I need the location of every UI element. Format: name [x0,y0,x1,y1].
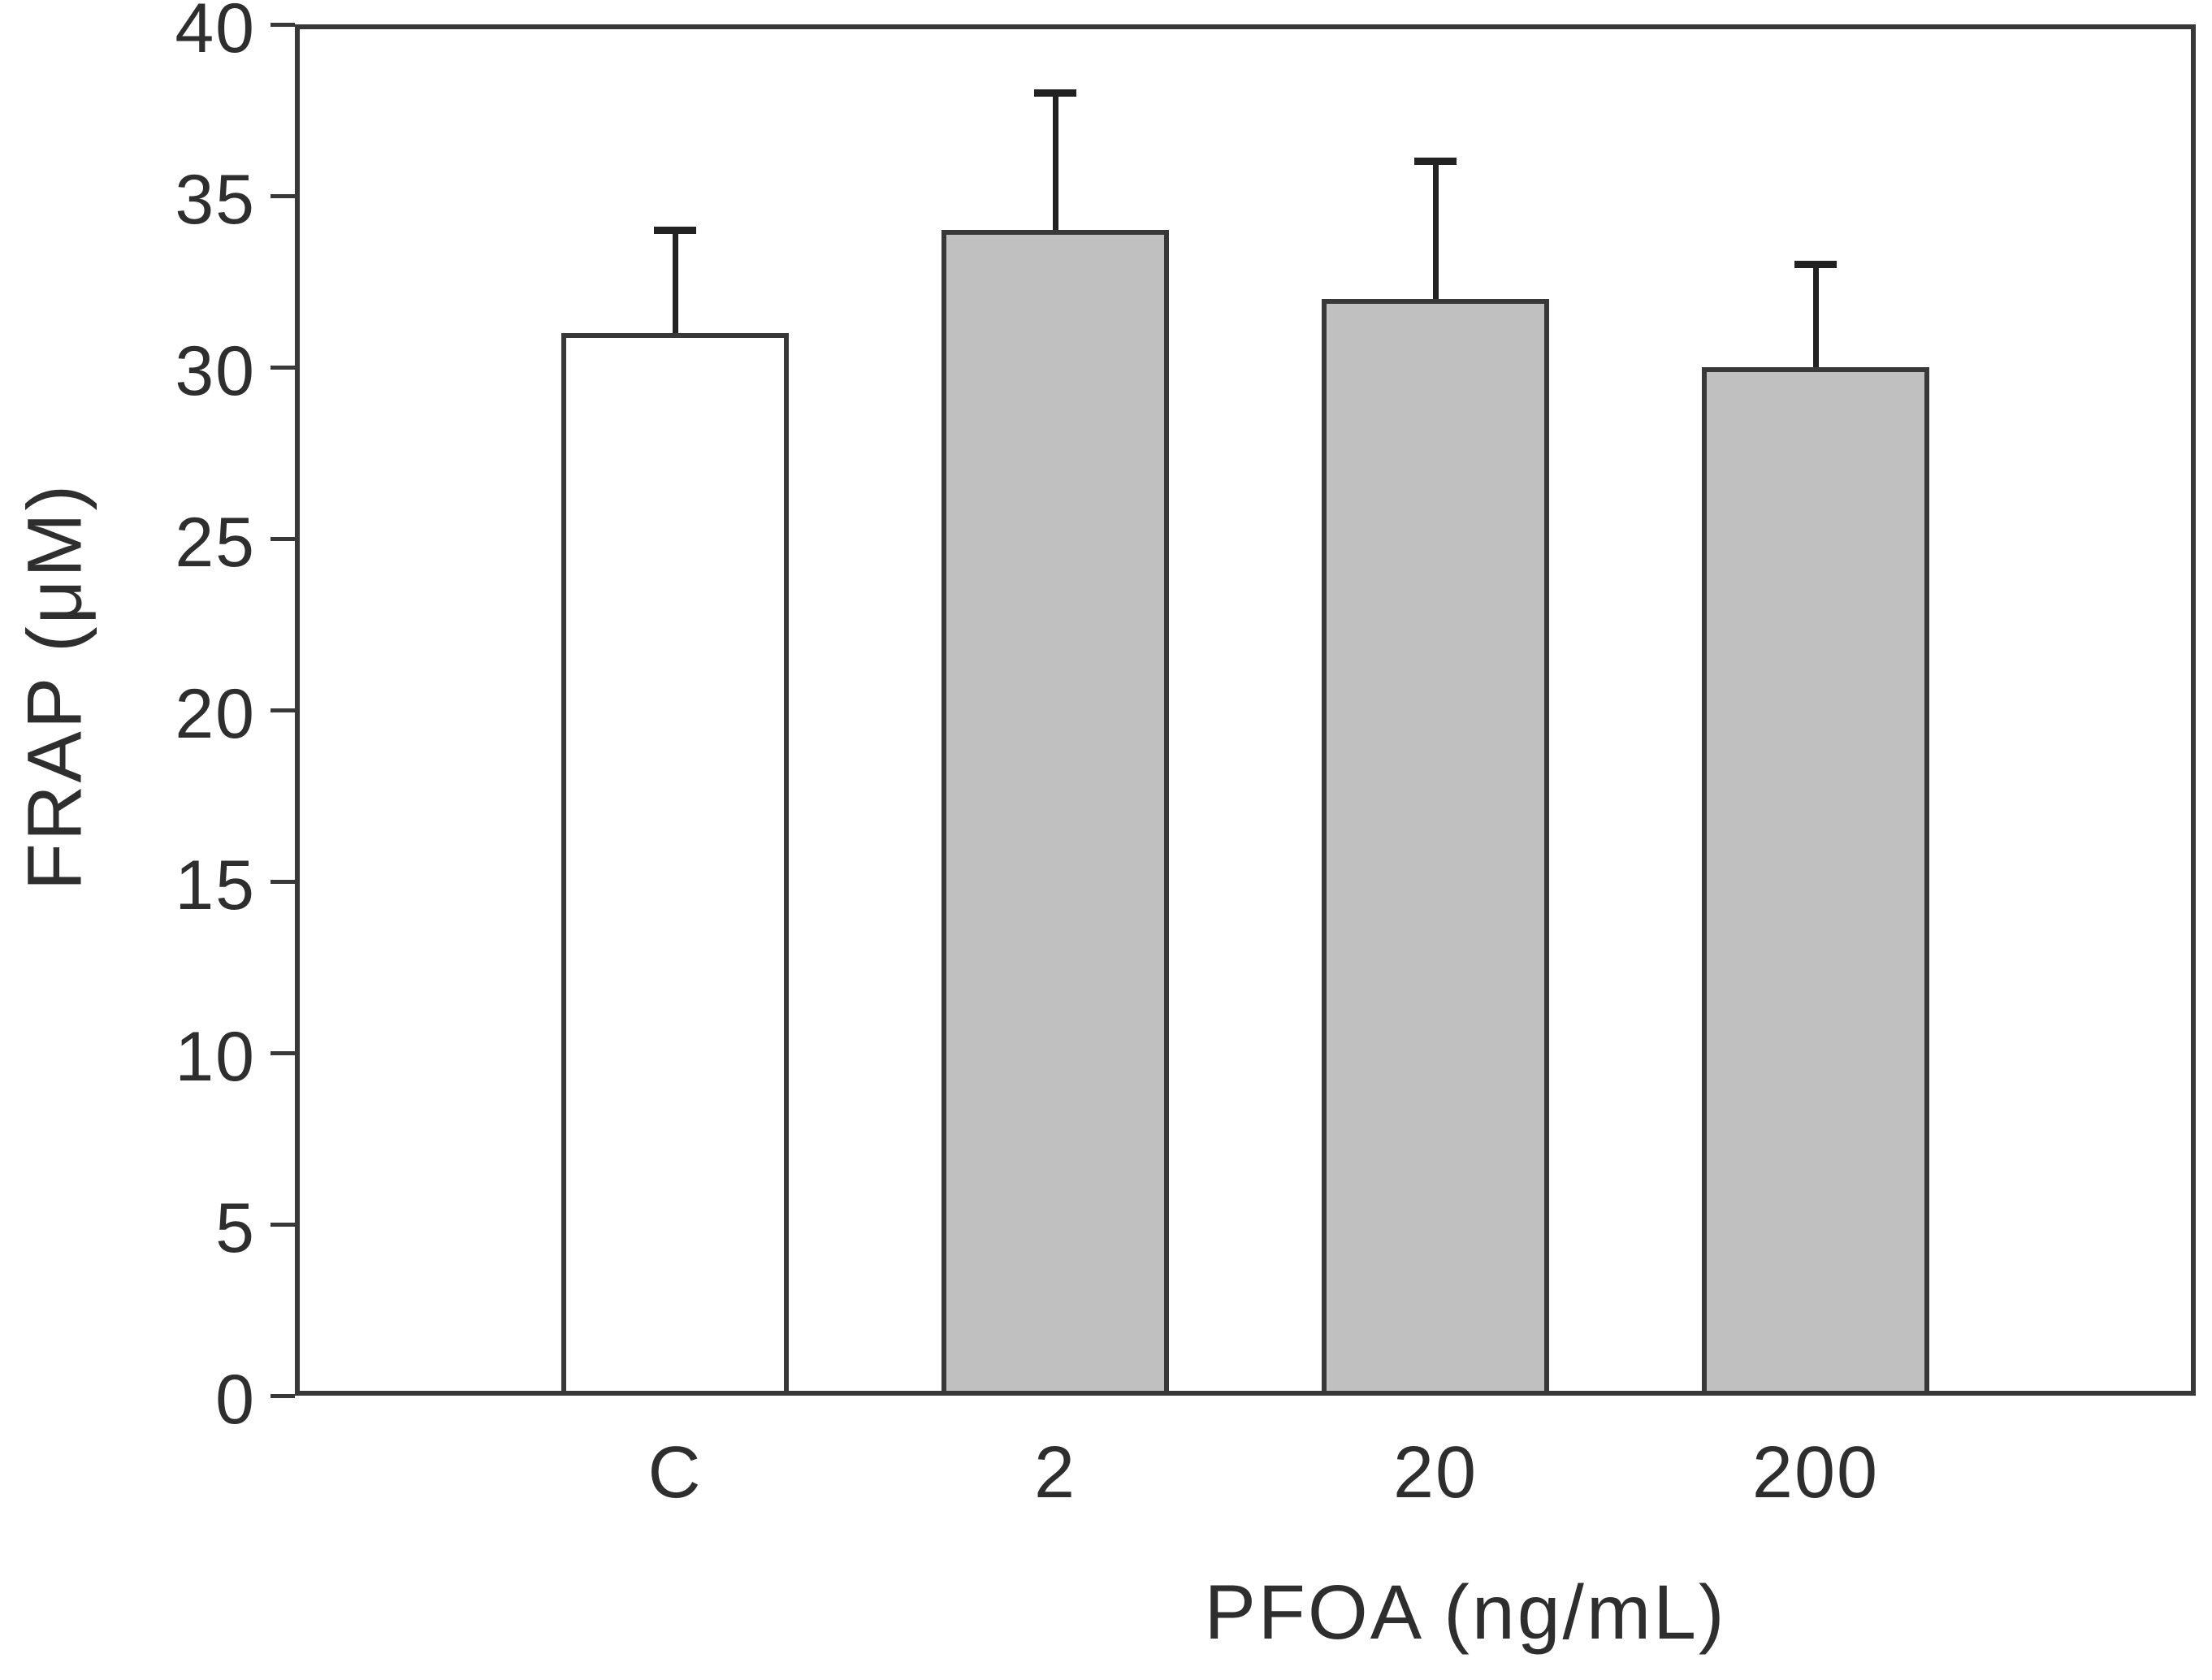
bar-20 [1322,298,1549,1396]
x-tick-label-200: 200 [1751,1432,1880,1513]
y-tick-5 [271,1222,295,1227]
y-tick-30 [271,365,295,370]
y-tick-label-20: 20 [175,675,256,754]
error-bar-cap-200 [1794,260,1837,268]
y-tick-label-30: 30 [175,332,256,411]
y-tick-20 [271,708,295,712]
x-tick-label-2: 2 [1033,1432,1077,1513]
y-tick-label-0: 0 [215,1361,256,1440]
bar-2 [942,230,1169,1396]
error-bar-cap-2 [1034,89,1076,97]
y-tick-label-40: 40 [175,0,256,68]
y-tick-label-5: 5 [215,1189,256,1268]
y-tick-10 [271,1050,295,1055]
y-tick-35 [271,193,295,198]
y-tick-15 [271,879,295,884]
y-tick-40 [271,22,295,27]
error-bar-line-2 [1052,93,1058,231]
x-tick-label-C: C [647,1432,703,1513]
y-tick-label-25: 25 [175,504,256,582]
error-bar-cap-C [654,226,696,234]
y-tick-0 [271,1393,295,1398]
error-bar-line-C [672,230,678,333]
x-axis-title: PFOA (ng/mL) [1204,1570,1727,1656]
y-tick-25 [271,536,295,541]
y-tick-label-15: 15 [175,846,256,925]
error-bar-line-20 [1432,161,1439,299]
bar-200 [1702,367,1929,1396]
error-bar-line-200 [1812,264,1819,367]
x-tick-label-20: 20 [1392,1432,1478,1513]
error-bar-cap-20 [1414,158,1457,166]
bar-C [561,332,789,1396]
y-tick-label-35: 35 [175,161,256,240]
plot-area [295,24,2196,1396]
y-tick-label-10: 10 [175,1018,256,1097]
